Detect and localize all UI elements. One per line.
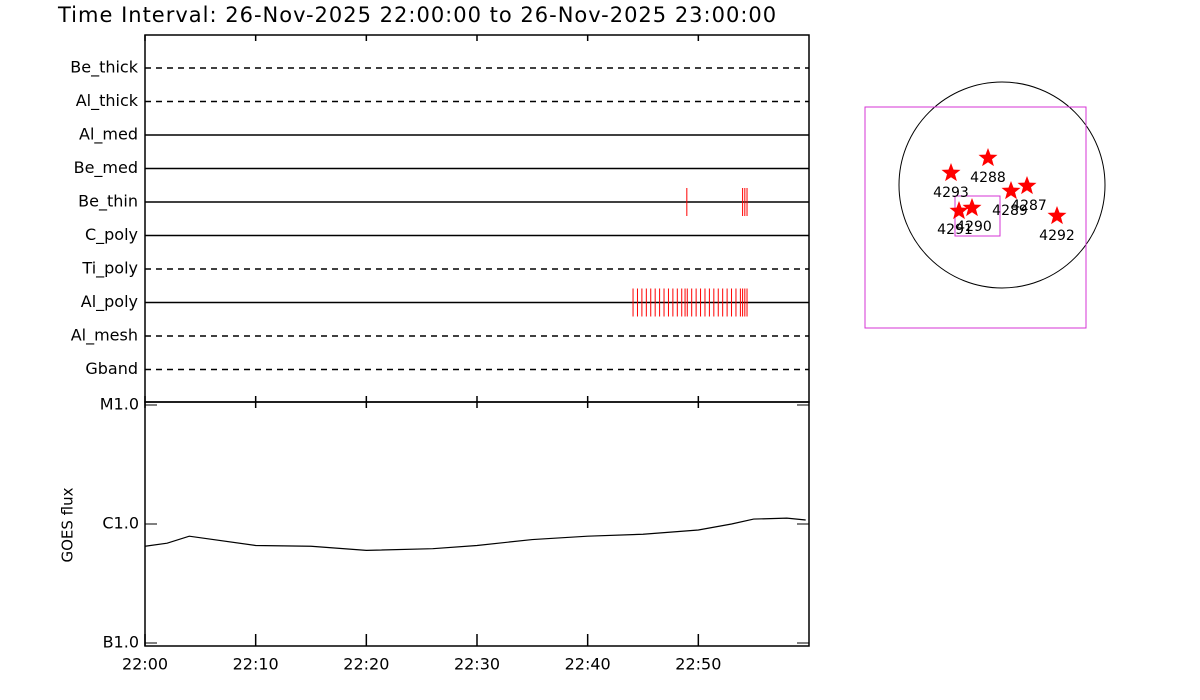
filter-label: C_poly (85, 225, 138, 245)
filter-label: Be_thin (78, 192, 138, 212)
region-star (978, 148, 998, 167)
filter-label: Be_thick (70, 58, 138, 78)
y-tick-label: M1.0 (100, 395, 139, 414)
region-star (941, 163, 961, 182)
y-tick-label: C1.0 (102, 514, 139, 533)
region-label: 4293 (933, 185, 969, 201)
region-label: 4287 (1011, 198, 1047, 214)
filter-label: Gband (85, 359, 138, 378)
goes-frame (144, 401, 810, 647)
filter-label: Al_mesh (71, 326, 138, 346)
region-label: 4288 (970, 170, 1006, 186)
x-tick-label: 22:30 (454, 655, 500, 674)
region-label: 4291 (937, 222, 973, 238)
region-star (1001, 181, 1021, 200)
solar-limb (898, 81, 1106, 289)
x-tick-label: 22:10 (233, 655, 279, 674)
filter-label: Al_poly (81, 292, 138, 312)
y-axis-label: GOES flux (59, 487, 77, 562)
x-tick-label: 22:00 (122, 655, 168, 674)
goes-curve (144, 517, 806, 552)
x-tick-label: 22:20 (343, 655, 389, 674)
field-of-view (864, 106, 1087, 329)
filter-label: Al_thick (76, 91, 139, 111)
region-label: 4292 (1039, 228, 1075, 244)
region-label: 4289 (992, 203, 1028, 219)
x-tick-label: 22:40 (565, 655, 611, 674)
region-star (962, 198, 982, 217)
y-tick-label: B1.0 (103, 633, 139, 652)
region-star (1017, 176, 1037, 195)
chart-title: Time Interval: 26-Nov-2025 22:00:00 to 2… (57, 3, 777, 27)
filter-label: Ti_poly (81, 259, 138, 279)
region-label: 4290 (956, 219, 992, 235)
filter-label: Be_med (74, 158, 138, 178)
timeline-frame (144, 34, 810, 403)
filter-label: Al_med (79, 125, 138, 145)
region-star (949, 201, 969, 220)
x-tick-label: 22:50 (675, 655, 721, 674)
region-star (1047, 206, 1067, 225)
